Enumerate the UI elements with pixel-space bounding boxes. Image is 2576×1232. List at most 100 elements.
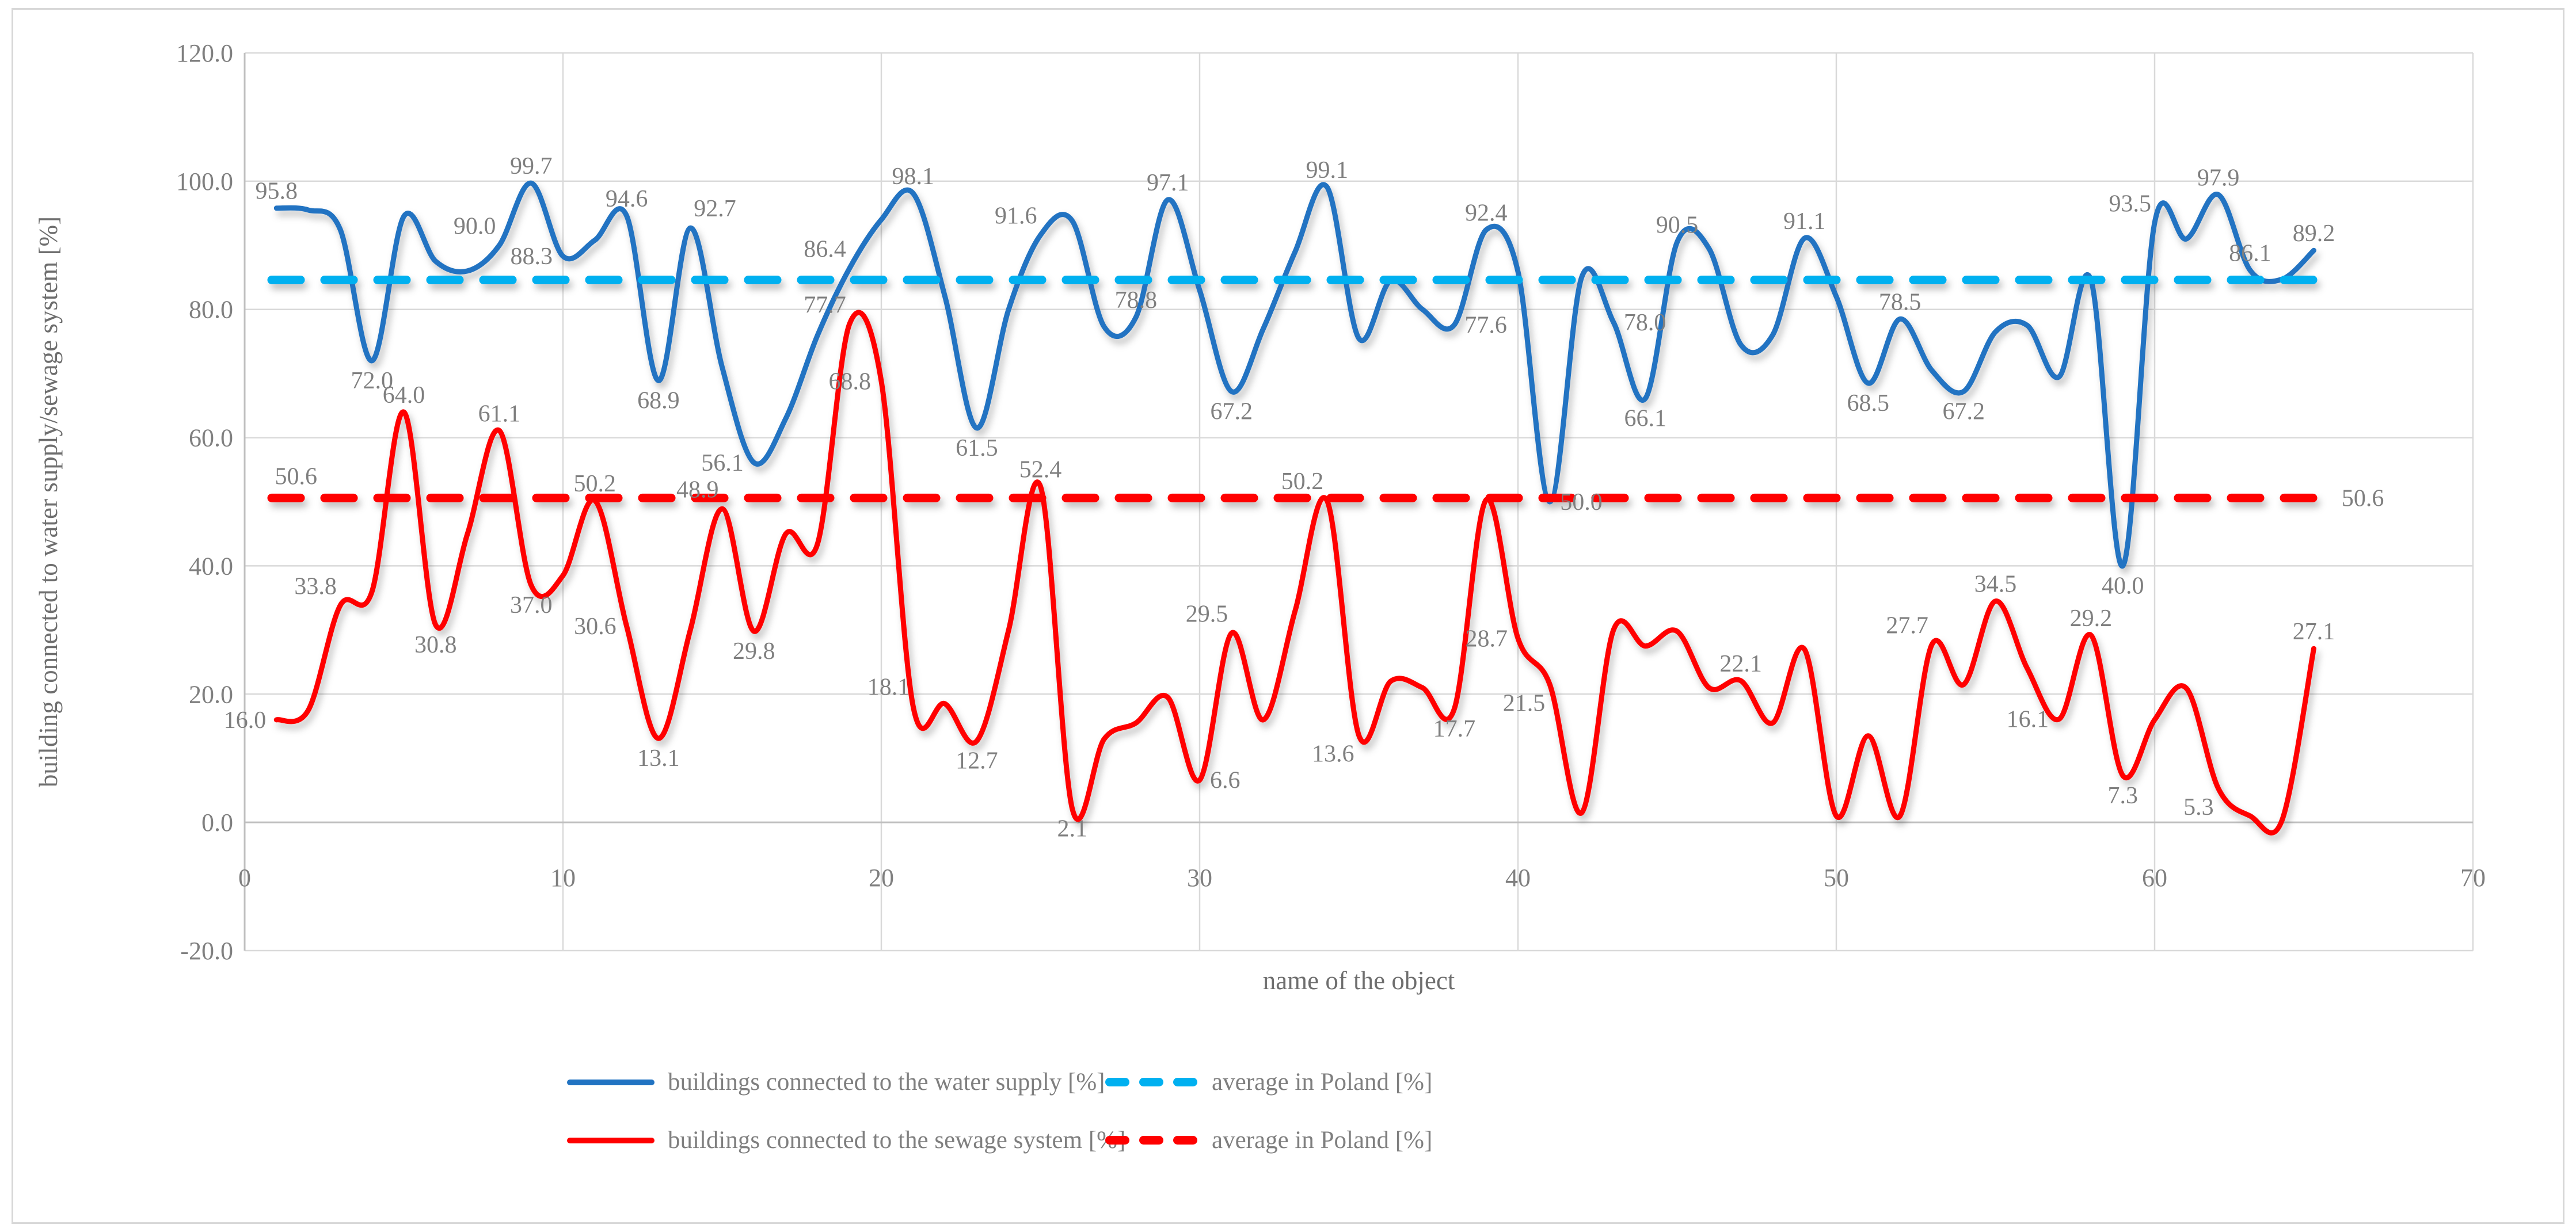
y-tick: 0.0 xyxy=(201,808,233,837)
data-label: 13.6 xyxy=(1312,741,1354,768)
legend-sewage-label: buildings connected to the sewage system… xyxy=(668,1127,1126,1154)
x-axis-title: name of the object xyxy=(1262,966,1455,995)
data-label: 95.8 xyxy=(256,178,298,205)
y-axis-title: building connected to water supply/sewag… xyxy=(34,216,63,788)
data-label: 16.0 xyxy=(224,707,267,734)
legend-water-average-sample xyxy=(1105,1078,1197,1086)
data-label: 93.5 xyxy=(2109,190,2152,217)
y-tick-labels: 120.0 100.0 80.0 60.0 40.0 20.0 0.0 -20.0 xyxy=(176,39,233,965)
legend-water-average-label: average in Poland [%] xyxy=(1212,1069,1433,1096)
data-label: 77.7 xyxy=(804,292,846,318)
data-label: 6.6 xyxy=(1210,768,1241,794)
data-label: 90.5 xyxy=(1656,212,1699,239)
y-tick: -20.0 xyxy=(180,937,233,965)
data-label: 30.6 xyxy=(574,613,617,640)
data-label: 68.5 xyxy=(1847,390,1890,417)
data-label: 17.7 xyxy=(1433,716,1476,742)
data-label: 92.7 xyxy=(694,196,736,222)
x-tick: 40 xyxy=(1505,864,1531,892)
data-label: 37.0 xyxy=(510,592,553,619)
data-label: 30.8 xyxy=(414,632,457,658)
data-label: 34.5 xyxy=(1974,571,2017,598)
data-label: 78.0 xyxy=(1624,310,1666,336)
data-label: 48.9 xyxy=(676,476,719,503)
y-tick: 100.0 xyxy=(176,167,233,196)
data-label: 64.0 xyxy=(383,382,425,409)
y-tick: 60.0 xyxy=(189,424,233,452)
data-label: 2.1 xyxy=(1057,816,1088,842)
average-value-label: 50.6 xyxy=(2342,485,2384,512)
data-label: 68.8 xyxy=(829,369,872,395)
data-label: 13.1 xyxy=(637,745,680,772)
data-label: 67.2 xyxy=(1211,398,1253,425)
data-label: 29.8 xyxy=(733,638,775,665)
series-lines xyxy=(267,180,2330,836)
data-label: 90.0 xyxy=(454,213,496,239)
data-label: 52.4 xyxy=(1019,456,1062,483)
data-label: 66.1 xyxy=(1624,406,1666,432)
data-label: 7.3 xyxy=(2107,783,2138,809)
data-label: 22.1 xyxy=(1719,651,1762,677)
data-label: 99.7 xyxy=(510,153,553,180)
legend-sewage-average-sample xyxy=(1105,1136,1197,1145)
data-label: 92.4 xyxy=(1465,200,1508,227)
data-label: 98.1 xyxy=(892,163,935,190)
data-label: 21.5 xyxy=(1503,691,1546,717)
data-label: 27.1 xyxy=(2293,619,2335,645)
data-label: 91.6 xyxy=(995,203,1037,229)
x-tick: 20 xyxy=(869,864,894,892)
data-label: 56.1 xyxy=(701,450,744,476)
x-tick: 50 xyxy=(1824,864,1849,892)
x-tick: 60 xyxy=(2142,864,2167,892)
y-tick: 120.0 xyxy=(176,39,233,67)
data-label: 29.2 xyxy=(2070,605,2113,632)
data-label: 89.2 xyxy=(2293,220,2335,247)
x-tick: 30 xyxy=(1187,864,1212,892)
x-tick: 0 xyxy=(238,864,251,892)
data-labels: 95.8 72.0 90.0 99.7 88.3 94.6 68.9 92.7 56.1 86.4… xyxy=(224,153,2384,842)
data-label: 86.1 xyxy=(2229,241,2271,267)
y-tick: 80.0 xyxy=(189,296,233,324)
legend-sewage-line-sample xyxy=(567,1137,655,1143)
legend-sewage-average-label: average in Poland [%] xyxy=(1212,1127,1433,1154)
data-label: 99.1 xyxy=(1306,157,1348,184)
data-label: 50.2 xyxy=(574,471,617,497)
legend-water-line-sample xyxy=(567,1079,655,1085)
data-label: 97.1 xyxy=(1147,170,1189,196)
data-label: 50.2 xyxy=(1281,468,1324,495)
y-tick: 20.0 xyxy=(189,680,233,708)
x-tick: 10 xyxy=(550,864,576,892)
data-label: 33.8 xyxy=(294,574,337,600)
data-label: 78.5 xyxy=(1879,289,1921,315)
data-label: 88.3 xyxy=(511,243,553,270)
data-label: 94.6 xyxy=(606,186,648,212)
data-label: 78.8 xyxy=(1115,287,1158,314)
data-label: 68.9 xyxy=(637,387,680,414)
data-label: 91.1 xyxy=(1783,208,1826,235)
data-label: 61.5 xyxy=(956,435,998,461)
data-label: 29.5 xyxy=(1186,601,1228,627)
data-label: 16.1 xyxy=(2007,707,2049,733)
data-label: 12.7 xyxy=(956,748,998,775)
x-tick: 70 xyxy=(2460,864,2486,892)
data-label: 27.7 xyxy=(1886,612,1928,639)
x-tick-labels: 0 10 20 30 40 50 60 70 xyxy=(238,864,2486,892)
series-line-0 xyxy=(273,180,2316,569)
average-value-label: 50.6 xyxy=(275,463,318,490)
axis-lines xyxy=(243,53,2473,951)
data-label: 5.3 xyxy=(2183,794,2214,821)
data-label: 18.1 xyxy=(867,674,910,700)
data-label: 67.2 xyxy=(1942,398,1985,425)
data-label: 40.0 xyxy=(2102,573,2144,599)
data-label: 77.6 xyxy=(1464,312,1507,338)
legend-water-label: buildings connected to the water supply … xyxy=(668,1069,1105,1096)
series-line-1 xyxy=(273,310,2316,836)
data-label: 72.0 xyxy=(351,368,393,394)
legend: buildings connected to the water supply … xyxy=(567,1068,1432,1154)
data-label: 61.1 xyxy=(478,401,521,427)
data-label: 97.9 xyxy=(2197,165,2240,191)
data-label: 28.7 xyxy=(1466,625,1508,652)
data-label: 50.0 xyxy=(1560,489,1603,516)
data-label: 86.4 xyxy=(804,236,846,262)
